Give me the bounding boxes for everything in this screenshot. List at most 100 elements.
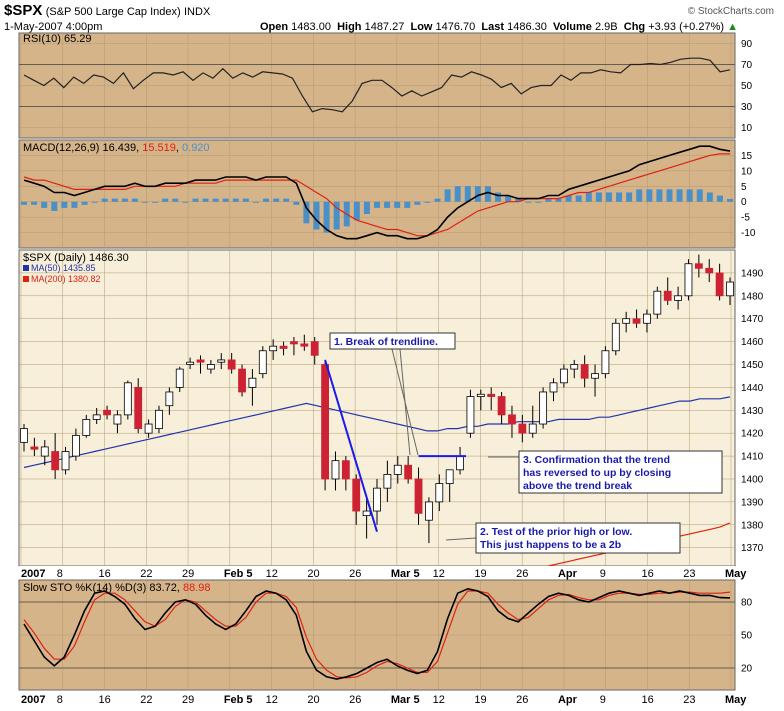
macd-histogram-bar [91, 201, 98, 203]
candle-body [539, 391, 548, 425]
price-tick-label: 1460 [741, 337, 764, 348]
candle-body [20, 428, 28, 443]
candle-body [591, 373, 599, 379]
sto-x-tick-label: 26 [349, 694, 361, 706]
macd-histogram-bar [626, 192, 633, 202]
macd-histogram-bar [414, 201, 421, 205]
macd-tick-label: 15 [741, 151, 753, 162]
sto-x-tick-label: Mar 5 [391, 694, 420, 706]
macd-signal-value: 15.519 [142, 142, 176, 154]
macd-tick-label: 0 [741, 197, 747, 208]
candle-body [51, 451, 60, 471]
candle-body [726, 281, 734, 297]
macd-histogram-bar [232, 198, 239, 202]
annotation-text: This just happens to be a 2b [480, 539, 621, 551]
rsi-tick-label: 10 [741, 123, 753, 134]
copyright: © StockCharts.com [687, 6, 774, 17]
annotation-test: 2. Test of the prior high or low.This ju… [445, 522, 681, 554]
macd-histogram-bar [172, 198, 179, 202]
macd-histogram-bar [192, 198, 199, 202]
sto-x-tick-label: 22 [140, 694, 152, 706]
candle-body [206, 364, 215, 370]
price-x-tick-label: Feb 5 [224, 568, 253, 580]
sto-x-tick-label: 23 [683, 694, 695, 706]
candle-body [155, 409, 163, 430]
annotation-pointer [399, 348, 411, 456]
price-tick-label: 1380 [741, 520, 764, 531]
price-axis-bg [19, 566, 735, 580]
price-x-tick-label: 26 [516, 568, 528, 580]
sto-x-tick-label: 16 [641, 694, 653, 706]
macd-separator: , [176, 142, 182, 154]
candle-body [580, 364, 589, 379]
candle-body [113, 414, 122, 425]
macd-histogram-bar [283, 198, 290, 202]
macd-histogram-bar [363, 201, 370, 215]
candle-body [508, 414, 516, 425]
candle-body [549, 382, 558, 393]
macd-histogram-bar [333, 201, 340, 230]
macd-tick-label: 5 [741, 182, 747, 193]
quote-bar: Open 1483.00 High 1487.27 Low 1476.70 La… [260, 21, 738, 33]
candle-body [643, 313, 651, 324]
price-tick-label: 1430 [741, 406, 764, 417]
high-value: 1487.27 [364, 21, 405, 33]
candle-body [601, 350, 610, 375]
last-value: 1486.30 [507, 21, 547, 33]
macd-histogram-bar [71, 201, 78, 208]
up-arrow-icon: ▲ [727, 21, 738, 33]
exchange: INDX [184, 6, 211, 18]
macd-histogram-bar [202, 198, 209, 202]
candle-body [611, 322, 620, 352]
price-tick-label: 1400 [741, 474, 764, 485]
macd-histogram-bar [706, 192, 713, 202]
candle-body [373, 487, 381, 512]
price-x-tick-label: 26 [349, 568, 361, 580]
candle-body [40, 446, 49, 457]
low-label: Low [410, 21, 433, 33]
macd-histogram-bar [716, 195, 723, 202]
macd-histogram-bar [353, 201, 360, 221]
macd-title: MACD(12,26,9) 16.439, 15.519, 0.920 [23, 142, 210, 154]
candle-body [559, 368, 568, 384]
candle-body [269, 345, 278, 352]
macd-histogram-bar [605, 192, 612, 202]
price-x-tick-label: 19 [474, 568, 486, 580]
price-x-tick-label: 23 [683, 568, 695, 580]
sto-x-tick-label: 26 [516, 694, 528, 706]
macd-histogram-bar [41, 201, 48, 208]
chg-value: +3.93 (+0.27%) [648, 21, 725, 33]
candle-body [632, 318, 641, 324]
candle-body [663, 290, 672, 301]
sto-x-tick-label: 8 [57, 694, 63, 706]
price-tick-label: 1480 [741, 291, 764, 302]
candle-body [466, 396, 475, 434]
candle-body [487, 393, 496, 397]
candle-body [404, 464, 413, 480]
macd-histogram-bar [525, 201, 532, 203]
symbol-title: $SPX (S&P 500 Large Cap Index) INDX [4, 2, 210, 19]
macd-histogram-bar [454, 186, 461, 202]
macd-histogram-bar [384, 201, 391, 208]
price-x-tick-label: May [725, 568, 747, 580]
candle-body [103, 409, 111, 416]
sto-x-tick-label: 9 [600, 694, 606, 706]
candle-body [653, 290, 662, 315]
macd-histogram-bar [495, 192, 502, 202]
macd-histogram-bar [696, 189, 703, 202]
macd-tick-label: 10 [741, 166, 753, 177]
macd-histogram-bar [727, 198, 733, 202]
macd-histogram-bar [252, 201, 259, 203]
sto-k-line [23, 587, 731, 680]
sto-tick-label: 20 [741, 664, 753, 675]
sto-k-value: Slow STO %K(14) %D(3) 83.72, [23, 582, 183, 594]
candle-body [134, 386, 143, 430]
macd-histogram-bar [374, 201, 380, 208]
candle-body [476, 393, 485, 397]
rsi-tick-label: 30 [741, 102, 753, 113]
candle-body [362, 510, 371, 517]
candle-body [321, 364, 329, 480]
sto-x-tick-label: May [725, 694, 747, 706]
candle-body [445, 469, 454, 484]
